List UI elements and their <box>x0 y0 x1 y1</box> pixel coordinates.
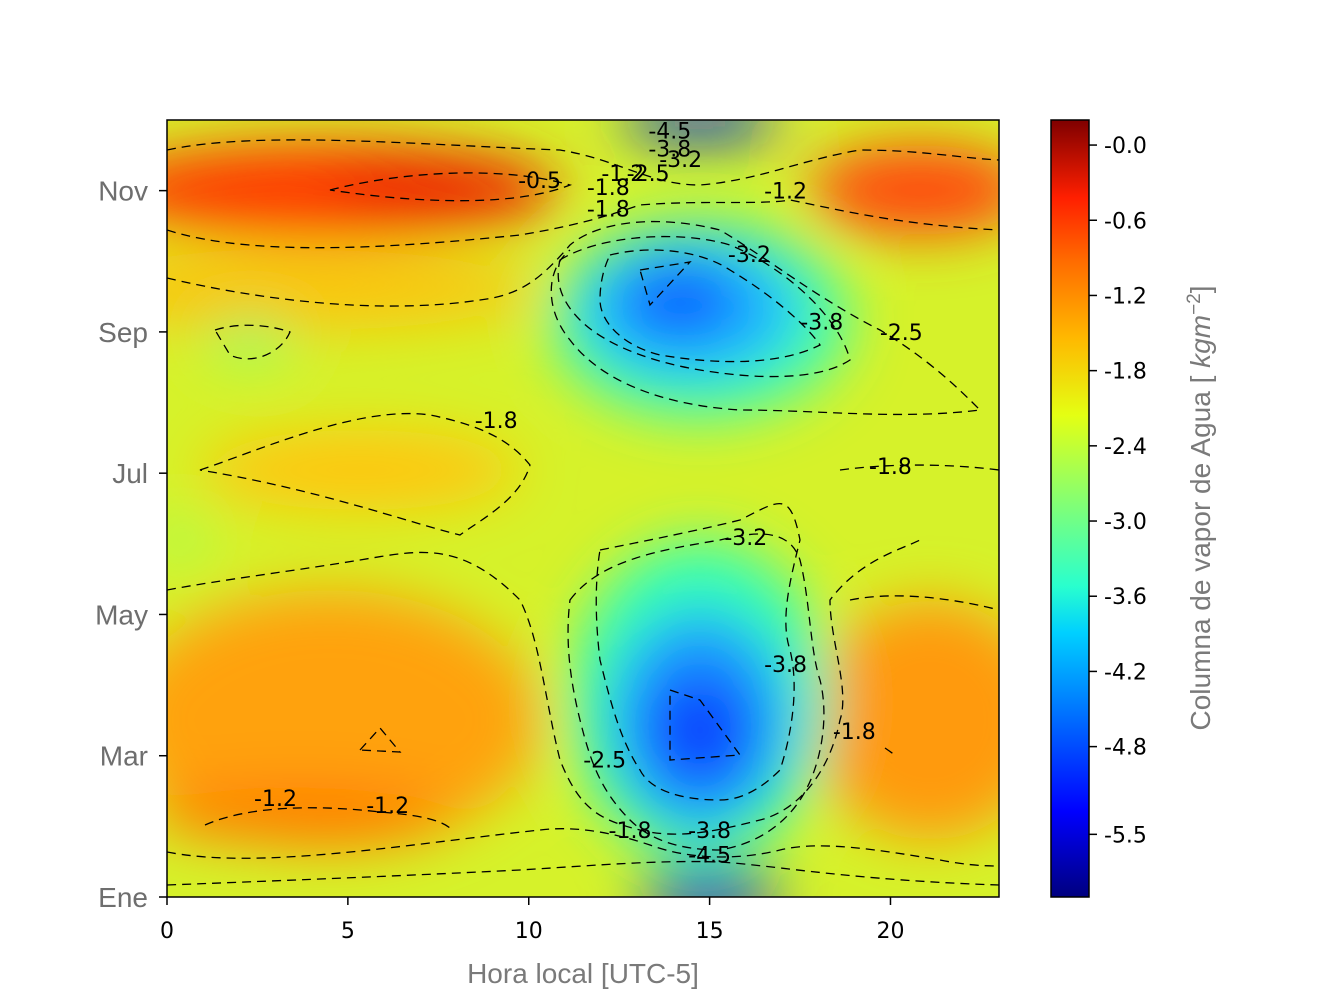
contour-label: -2.5 <box>627 162 670 187</box>
x-tick-label: 10 <box>515 919 543 944</box>
contour-line <box>849 595 999 611</box>
y-tick-label: Sep <box>98 317 148 348</box>
contour-label: -3.8 <box>688 819 731 844</box>
contour-label: -2.5 <box>880 321 923 346</box>
contour-label: -1.2 <box>366 794 409 819</box>
contour-label: -2.5 <box>583 748 626 773</box>
contour-line <box>167 539 921 835</box>
contour-label: -1.8 <box>587 197 630 222</box>
colorbar-tick-label: -3.0 <box>1104 510 1147 535</box>
hot-region-nov-right <box>810 145 999 235</box>
colorbar-gradient <box>1050 119 1090 898</box>
colorbar-unit-close: ] <box>1185 285 1216 293</box>
warm-region-sep <box>167 250 540 330</box>
colorbar: -0.0 -0.6 -1.2 -1.8 -2.4 -3.0 -3.6 -4.2 -4.8 -5.5… <box>1050 119 1216 898</box>
x-axis: 0 5 10 15 20 <box>160 897 904 944</box>
cold-core-sep <box>620 260 740 340</box>
colorbar-unit: kgm <box>1185 315 1216 368</box>
contour-line <box>167 828 999 867</box>
contour-label: -1.8 <box>833 720 876 745</box>
warm-region-lower-right <box>810 600 999 840</box>
cold-core-mar <box>645 670 755 790</box>
contour-lines <box>167 139 999 886</box>
contour-line <box>204 807 451 829</box>
contour-label: -3.2 <box>659 148 702 173</box>
contour-line <box>884 747 896 756</box>
y-tick-label: Nov <box>98 176 148 207</box>
contour-line <box>214 324 291 360</box>
contour-line <box>595 502 801 801</box>
colorbar-tick-label: -1.8 <box>1104 360 1147 385</box>
y-tick-label: Mar <box>100 741 148 772</box>
x-tick-label: 15 <box>696 919 724 944</box>
contour-label: -3.8 <box>800 310 843 335</box>
warm-region-jul <box>200 430 520 510</box>
colorbar-tick-label: -3.6 <box>1104 585 1147 610</box>
warm-spot-feb <box>167 787 450 843</box>
x-tick-label: 5 <box>341 919 355 944</box>
contour-line <box>669 689 742 761</box>
contour-line <box>167 199 999 249</box>
colorbar-title-text: Columna de vapor de Agua [ <box>1185 375 1216 730</box>
cold-core-jan <box>640 870 780 897</box>
contour-labels: -4.5-3.8-3.2-2.5-1.2-0.5 -1.8-1.8-1.2-3.2… <box>254 120 923 869</box>
y-axis: Ene Mar May Jul Sep Nov <box>95 176 167 913</box>
plot-frame <box>166 119 1000 898</box>
contour-line <box>599 249 821 363</box>
colorbar-tick-label: -1.2 <box>1104 284 1147 309</box>
contour-line <box>329 172 573 202</box>
contour-line <box>639 261 692 307</box>
contour-line <box>557 235 851 378</box>
contour-label: -1.2 <box>764 180 807 205</box>
contour-label: -1.8 <box>869 455 912 480</box>
colorbar-tick-label: -4.8 <box>1104 736 1147 761</box>
contour-label: -4.5 <box>688 844 731 869</box>
x-axis-title: Hora local [UTC-5] <box>467 958 699 989</box>
contour-label: -4.5 <box>648 120 691 145</box>
colorbar-title: Columna de vapor de Agua [ kgm−2] <box>1184 285 1216 730</box>
colorbar-tick-label: -2.4 <box>1104 435 1147 460</box>
colorbar-unit-exponent: −2 <box>1184 293 1205 315</box>
y-tick-label: May <box>95 599 148 630</box>
contour-line <box>167 860 999 886</box>
y-tick-label: Ene <box>98 882 148 913</box>
contour-label: -0.5 <box>518 169 561 194</box>
contour-line <box>199 413 531 536</box>
cool-spot-sep-left <box>205 320 295 360</box>
contour-label: -3.8 <box>648 137 691 162</box>
contour-label: -1.8 <box>609 819 652 844</box>
contour-line <box>358 727 402 753</box>
colorbar-tick-label: -5.5 <box>1104 823 1147 848</box>
cold-core-dec <box>620 120 780 140</box>
colorbar-tick-label: -0.0 <box>1104 134 1147 159</box>
contour-line <box>839 464 999 471</box>
contour-label: -1.2 <box>601 162 644 187</box>
colorbar-tick-label: -0.6 <box>1104 209 1147 234</box>
hot-core-nov <box>330 166 550 210</box>
color-field <box>167 120 999 897</box>
contour-label: -3.8 <box>764 653 807 678</box>
cool-spot-may-left <box>167 520 210 560</box>
colorbar-tick-label: -4.2 <box>1104 660 1147 685</box>
plot-area: -4.5-3.8-3.2-2.5-1.2-0.5 -1.8-1.8-1.2-3.2… <box>167 120 999 897</box>
x-tick-label: 0 <box>160 919 174 944</box>
x-tick-label: 20 <box>876 919 904 944</box>
colorbar-ticks: -0.0 -0.6 -1.2 -1.8 -2.4 -3.0 -3.6 -4.2 -4.8 -5.5 <box>1089 134 1147 848</box>
contour-label: -1.2 <box>254 787 297 812</box>
y-tick-label: Jul <box>112 458 148 489</box>
contour-line <box>167 220 982 416</box>
contour-label: -3.2 <box>728 243 771 268</box>
warm-region-lower-left <box>167 590 540 850</box>
contour-label: -1.8 <box>475 409 518 434</box>
contour-label: -1.8 <box>587 176 630 201</box>
contour-label: -3.2 <box>724 526 767 551</box>
